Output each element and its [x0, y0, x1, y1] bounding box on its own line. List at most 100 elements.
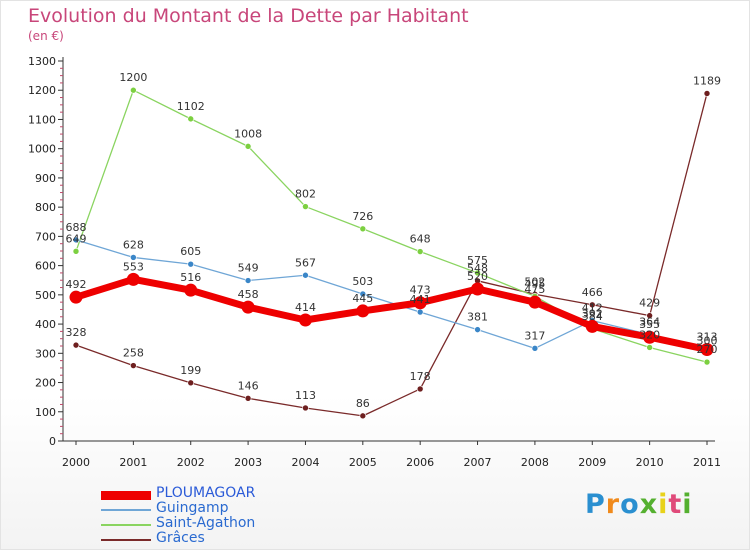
data-label: 628 — [123, 238, 144, 251]
y-tick-label: 1300 — [28, 55, 56, 68]
data-point — [588, 301, 596, 309]
logo-letter: o — [620, 489, 640, 520]
data-label: 313 — [697, 331, 718, 344]
data-label: 475 — [524, 283, 545, 296]
y-tick-label: 100 — [35, 406, 56, 419]
logo-letter: t — [668, 489, 683, 520]
x-tick-label: 2009 — [578, 456, 606, 469]
y-tick-label: 200 — [35, 377, 56, 390]
series-line — [72, 275, 711, 354]
data-point — [187, 379, 195, 387]
data-point — [356, 304, 370, 318]
x-tick-label: 2005 — [349, 456, 377, 469]
data-label: 502 — [524, 275, 545, 288]
y-tick-label: 0 — [49, 435, 56, 448]
x-tick-label: 2000 — [62, 456, 90, 469]
y-tick-label: 1100 — [28, 113, 56, 126]
data-label: 86 — [356, 397, 370, 410]
series-line — [75, 89, 708, 363]
legend-label: Grâces — [156, 530, 205, 546]
data-point — [413, 296, 427, 310]
data-point — [187, 260, 195, 268]
data-point — [585, 319, 599, 333]
y-tick-label: 800 — [35, 201, 56, 214]
data-label: 688 — [66, 221, 87, 234]
data-point — [126, 272, 140, 286]
series-line — [75, 239, 708, 354]
data-point — [72, 247, 80, 255]
data-label: 495 — [524, 277, 545, 290]
data-point — [130, 254, 137, 261]
data-label: 549 — [238, 262, 259, 275]
logo-letter: x — [639, 489, 659, 520]
logo-letter: i — [658, 489, 669, 520]
y-tick-label: 500 — [35, 289, 56, 302]
data-label: 441 — [410, 293, 431, 306]
data-label: 414 — [295, 301, 316, 314]
data-label: 445 — [352, 292, 373, 305]
data-point — [703, 90, 711, 97]
data-point — [298, 313, 312, 327]
data-label: 364 — [639, 316, 660, 329]
data-label: 458 — [238, 288, 259, 301]
x-tick-label: 2002 — [177, 456, 205, 469]
data-point — [241, 300, 255, 314]
data-label: 503 — [352, 275, 373, 288]
legend-label: Saint-Agathon — [156, 515, 256, 531]
x-tick-label: 2001 — [119, 456, 147, 469]
legend-swatch — [101, 490, 151, 500]
data-label: 466 — [582, 286, 603, 299]
data-point — [703, 358, 711, 366]
data-point — [72, 236, 80, 244]
data-label: 178 — [410, 370, 431, 383]
data-point — [416, 385, 424, 393]
x-tick-label: 2007 — [464, 456, 492, 469]
data-label: 146 — [238, 379, 259, 392]
x-tick-label: 2003 — [234, 456, 262, 469]
data-label: 492 — [66, 278, 87, 291]
data-label: 648 — [410, 233, 431, 246]
legend-swatch — [101, 539, 151, 541]
y-tick-label: 1200 — [28, 84, 56, 97]
data-point — [72, 341, 80, 349]
x-tick-label: 2004 — [291, 456, 319, 469]
data-point — [302, 203, 309, 210]
data-point — [244, 395, 252, 402]
data-label: 113 — [295, 389, 316, 402]
y-tick-label: 400 — [35, 318, 56, 331]
data-label: 429 — [639, 297, 660, 310]
series-line — [75, 92, 708, 417]
data-point — [302, 271, 309, 279]
data-point — [646, 344, 653, 351]
logo-letter: r — [605, 489, 621, 520]
data-point — [244, 143, 252, 150]
data-point — [531, 345, 539, 352]
data-label: 520 — [467, 270, 488, 283]
x-tick-label: 2008 — [521, 456, 549, 469]
data-label: 317 — [524, 329, 545, 342]
data-label: 355 — [639, 318, 660, 331]
data-label: 1200 — [119, 71, 147, 84]
data-point — [471, 282, 485, 296]
data-label: 726 — [352, 210, 373, 223]
legend-label: PLOUMAGOAR — [156, 485, 256, 501]
data-label: 258 — [123, 347, 144, 360]
data-point — [69, 290, 83, 304]
proxiti-logo: Proxiti — [585, 489, 693, 520]
chart-unit: (en €) — [28, 29, 64, 43]
data-point — [359, 225, 367, 233]
data-point — [359, 412, 367, 420]
data-point — [187, 115, 195, 123]
data-label: 381 — [467, 311, 488, 324]
legend-label: Guingamp — [156, 500, 229, 516]
data-label: 320 — [639, 328, 660, 341]
data-label: 1189 — [693, 74, 721, 87]
y-tick-label: 600 — [35, 260, 56, 273]
y-tick-label: 300 — [35, 347, 56, 360]
data-point — [359, 290, 367, 298]
data-label: 649 — [66, 232, 87, 245]
data-label: 1102 — [177, 100, 205, 113]
data-point — [184, 283, 198, 297]
